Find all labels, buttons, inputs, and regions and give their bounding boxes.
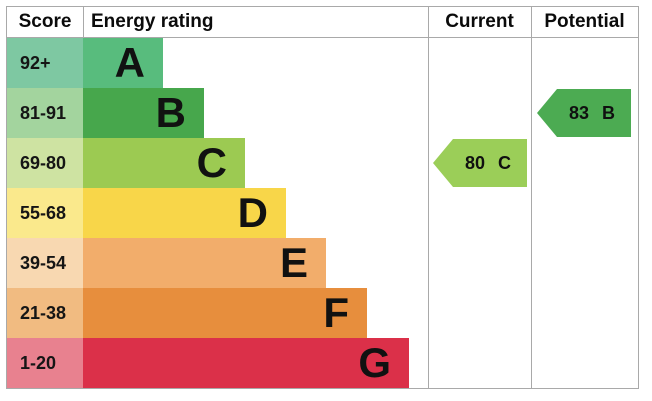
score-range-e: 39-54 [7, 238, 83, 288]
score-range-a: 92+ [7, 38, 83, 88]
band-row-d: 55-68 D [7, 188, 638, 238]
rating-bar-f: F [83, 288, 367, 338]
rating-letter-f: F [323, 289, 349, 336]
potential-rating-value: 83 [568, 102, 590, 123]
band-row-e: 39-54 E [7, 238, 638, 288]
chart-header-row: Score Energy rating Current Potential [7, 7, 638, 38]
potential-rating-letter: B [602, 102, 616, 123]
score-range-g: 1-20 [7, 338, 83, 388]
rating-bar-b: B [83, 88, 204, 138]
energy-rating-chart: Score Energy rating Current Potential 92… [6, 6, 639, 389]
score-range-d: 55-68 [7, 188, 83, 238]
score-range-b: 81-91 [7, 88, 83, 138]
band-row-b: 81-91 B [7, 88, 638, 138]
band-row-g: 1-20 G [7, 338, 638, 388]
rating-bar-g: G [83, 338, 409, 388]
header-score: Score [18, 11, 72, 32]
rating-letter-c: C [196, 139, 227, 186]
band-row-a: 92+ A [7, 38, 638, 88]
rating-letter-g: G [358, 339, 391, 386]
rating-letter-e: E [279, 239, 308, 286]
rating-bar-e: E [83, 238, 326, 288]
score-range-f: 21-38 [7, 288, 83, 338]
rating-letter-b: B [155, 89, 186, 136]
score-range-c: 69-80 [7, 138, 83, 188]
column-divider-current [428, 7, 429, 388]
rating-bands: 92+ A 81-91 B 69-80 C 55-68 D 39-54 [7, 38, 638, 388]
column-divider-score [83, 7, 84, 37]
rating-bar-c: C [83, 138, 245, 188]
band-row-c: 69-80 C [7, 138, 638, 188]
rating-bar-a: A [83, 38, 163, 88]
column-divider-potential [531, 7, 532, 388]
rating-letter-a: A [114, 39, 145, 86]
rating-bar-d: D [83, 188, 286, 238]
rating-letter-d: D [237, 189, 268, 236]
band-row-f: 21-38 F [7, 288, 638, 338]
header-potential: Potential [544, 11, 625, 32]
current-rating-letter: C [498, 152, 512, 173]
current-rating-value: 80 [464, 152, 486, 173]
potential-rating-arrow: 83 B [537, 89, 631, 137]
header-current: Current [445, 11, 514, 32]
header-energy-rating: Energy rating [91, 11, 214, 32]
current-rating-arrow: 80 C [433, 139, 527, 187]
